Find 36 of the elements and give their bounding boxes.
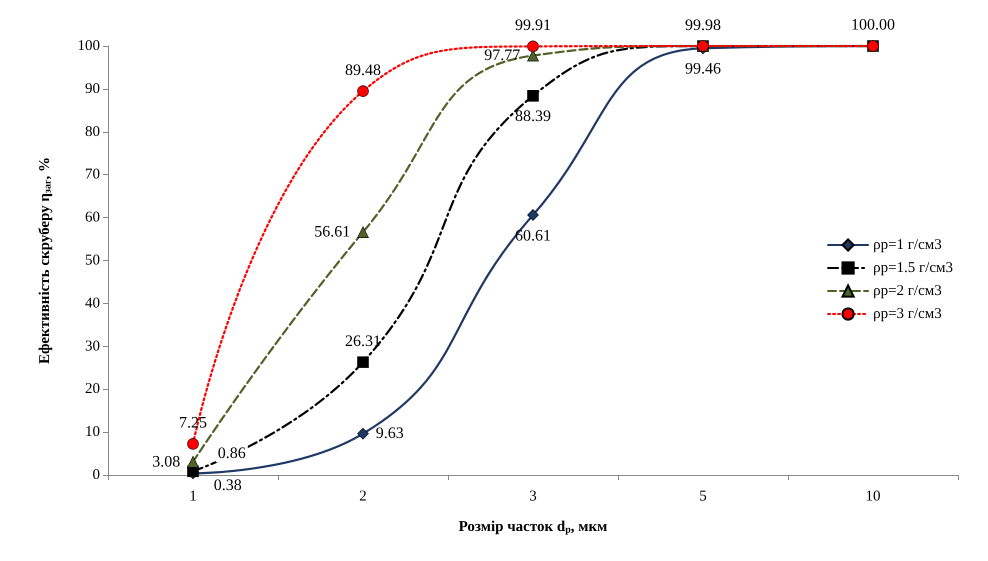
data-label: 9.63 (376, 425, 404, 442)
data-label: 3.08 (152, 453, 180, 470)
x-tick-label: 5 (699, 488, 707, 504)
x-tick-label: 10 (866, 488, 880, 504)
data-label: 7.25 (179, 414, 207, 432)
y-tick-label: 40 (85, 295, 100, 312)
y-tick-label: 20 (85, 381, 100, 398)
data-label: 88.39 (515, 108, 551, 126)
legend-label: ρp=1.5 г/см3 (873, 260, 954, 276)
y-tick-label: 10 (85, 424, 100, 440)
y-tick-label: 100 (78, 38, 100, 54)
data-label: 60.61 (515, 227, 551, 244)
data-label: 99.91 (515, 17, 551, 34)
legend-label: ρp=2 г/см3 (873, 283, 942, 299)
data-label: 0.38 (214, 476, 242, 494)
legend-label: ρp=1 г/см3 (873, 237, 942, 253)
data-label: 99.98 (685, 16, 721, 34)
data-label: 100.00 (851, 16, 895, 34)
x-tick-label: 3 (529, 488, 537, 504)
y-tick-label: 30 (85, 338, 100, 354)
data-label: 99.46 (685, 60, 721, 78)
y-tick-label: 50 (85, 252, 100, 268)
y-tick-label: 0 (92, 467, 100, 483)
y-axis-title: Ефективність скруберу ηзаг, % (37, 157, 54, 364)
x-tick-label: 2 (359, 488, 367, 504)
data-label: 56.61 (314, 224, 350, 241)
data-label: 0.86 (218, 444, 246, 462)
legend-label: ρp=3 г/см3 (873, 306, 942, 322)
data-label: 26.31 (345, 332, 381, 350)
data-label: 97.77 (484, 47, 520, 64)
y-tick-label: 70 (85, 166, 100, 183)
y-tick-label: 80 (85, 124, 100, 140)
x-tick-label: 1 (189, 488, 197, 504)
data-label: 89.48 (345, 62, 381, 79)
y-tick-label: 90 (85, 80, 100, 97)
y-tick-label: 60 (85, 210, 100, 226)
